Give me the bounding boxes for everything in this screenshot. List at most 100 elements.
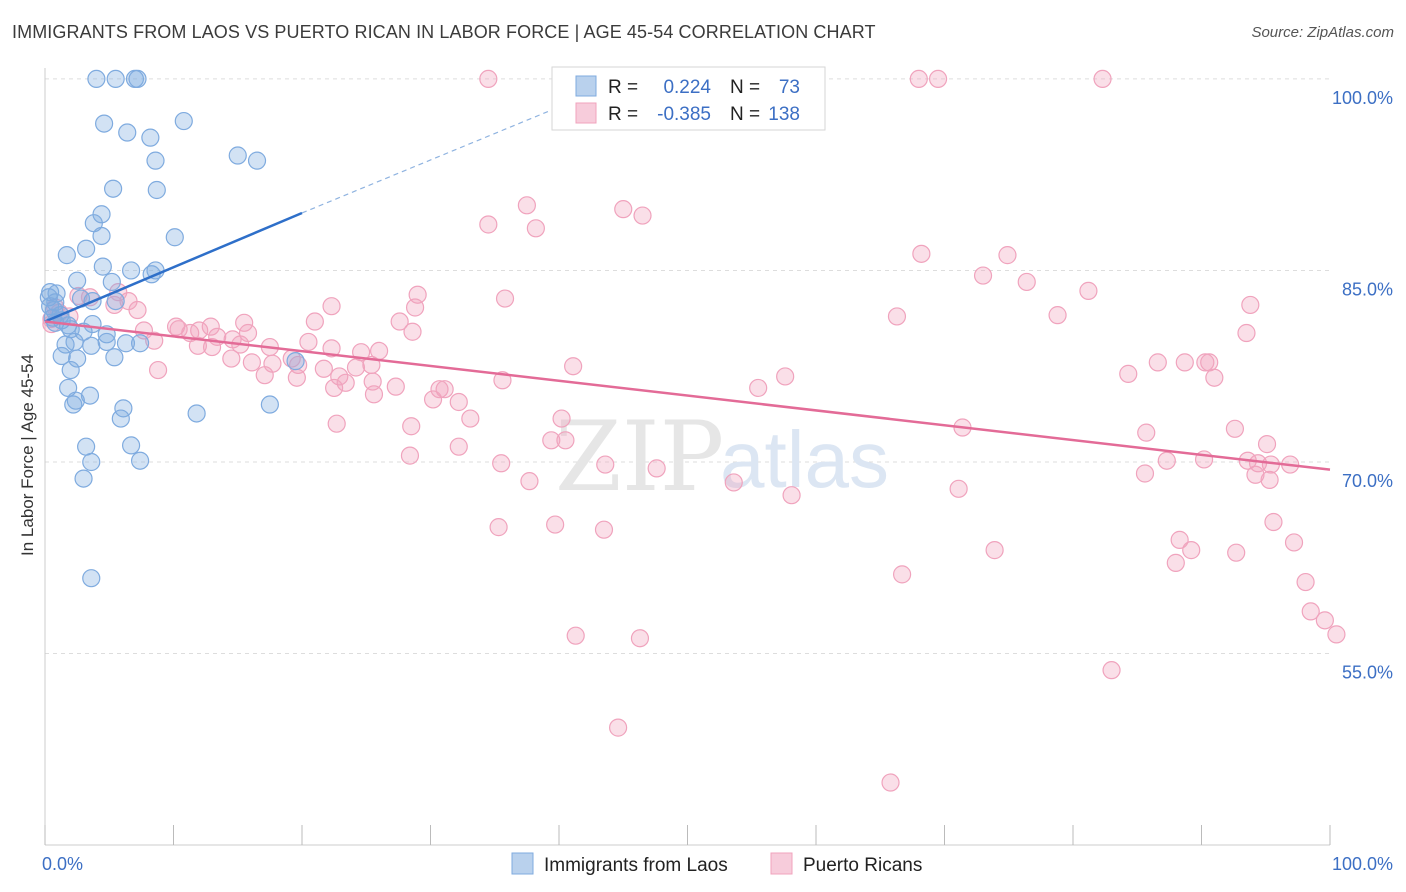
puerto-rican-point [1182, 541, 1201, 560]
laos-point [82, 336, 101, 355]
puerto-rican-point [782, 486, 801, 505]
puerto-rican-point [346, 358, 366, 377]
laos-point [61, 360, 80, 380]
puerto-rican-point [202, 337, 222, 357]
laos-point [130, 334, 150, 353]
laos-point [74, 469, 93, 488]
puerto-rican-point [461, 409, 480, 428]
laos-point [87, 69, 106, 89]
legend-r-value: 0.224 [663, 77, 711, 98]
puerto-rican-point [1257, 435, 1277, 454]
laos-point [118, 123, 137, 142]
bottom-legend-label: Puerto Ricans [803, 855, 922, 876]
laos-point [116, 334, 136, 353]
laos-point [97, 332, 116, 352]
bottom-legend: Immigrants from Laos Puerto Ricans [511, 852, 922, 876]
puerto-rican-point [1200, 353, 1219, 372]
puerto-rican-point [336, 373, 355, 392]
puerto-rican-point [526, 219, 545, 238]
puerto-rican-point [322, 339, 341, 358]
puerto-rican-point [188, 336, 208, 355]
puerto-rican-point [647, 459, 666, 478]
puerto-rican-point [435, 380, 454, 399]
puerto-rican-point [402, 417, 421, 436]
puerto-rican-point [322, 297, 341, 316]
puerto-rican-point [517, 196, 536, 215]
puerto-rican-point [1093, 69, 1112, 89]
laos-point [121, 436, 141, 455]
laos-point [77, 437, 96, 456]
puerto-rican-point [242, 353, 261, 372]
puerto-rican-point [724, 473, 743, 492]
puerto-rican-point [1102, 661, 1121, 680]
puerto-rican-point [403, 322, 422, 341]
puerto-rican-point [630, 629, 650, 648]
puerto-rican-point [1260, 470, 1279, 489]
puerto-rican-trend-line [44, 320, 1331, 471]
puerto-rican-point [1048, 306, 1067, 325]
legend-r-label: R = [608, 104, 638, 125]
puerto-rican-point [386, 377, 405, 396]
puerto-rican-point [1246, 465, 1265, 484]
puerto-rican-point [973, 266, 993, 285]
puerto-rican-point [1135, 464, 1155, 483]
puerto-rican-point [1157, 451, 1176, 470]
y-tick-label: 55.0% [1342, 663, 1393, 683]
x-tick-label: 100.0% [1332, 854, 1393, 874]
watermark-zip: ZIP [555, 401, 724, 513]
bottom-legend-swatch [770, 852, 793, 875]
series-laos [39, 69, 305, 588]
laos-trend-extension [301, 106, 560, 214]
puerto-rican-point [405, 298, 425, 317]
puerto-rican-point [520, 472, 539, 491]
laos-point [68, 271, 87, 290]
puerto-rican-point [609, 718, 628, 737]
puerto-rican-point [145, 331, 164, 350]
puerto-rican-point [1241, 295, 1260, 315]
puerto-rican-point [594, 520, 614, 539]
legend-r-label: R = [608, 77, 638, 98]
y-tick-label: 85.0% [1342, 279, 1393, 299]
puerto-rican-point [1296, 572, 1315, 592]
puerto-rican-point [614, 200, 633, 219]
puerto-rican-point [1017, 272, 1036, 292]
laos-point [111, 409, 130, 428]
puerto-rican-point [1175, 353, 1194, 372]
puerto-rican-point [909, 69, 928, 89]
legend-box [551, 66, 826, 131]
puerto-rican-point [949, 479, 968, 498]
laos-point [247, 151, 267, 170]
puerto-rican-point [633, 206, 652, 225]
puerto-rican-point [489, 518, 508, 537]
puerto-rican-point [1264, 512, 1283, 532]
laos-point [286, 352, 305, 371]
legend-n-value: 73 [779, 77, 800, 98]
laos-point [80, 386, 100, 405]
laos-point [93, 257, 112, 276]
laos-point [102, 272, 121, 292]
puerto-rican-point [556, 431, 575, 450]
puerto-rican-point [479, 215, 498, 234]
puerto-rican-point [128, 300, 147, 320]
puerto-rican-point [235, 313, 254, 332]
puerto-rican-point [492, 454, 511, 473]
puerto-rican-point [479, 69, 498, 89]
puerto-rican-point [400, 446, 420, 465]
laos-point [104, 179, 123, 198]
puerto-rican-point [327, 414, 346, 433]
puerto-rican-point [1079, 281, 1098, 300]
laos-point [228, 146, 247, 165]
laos-point [174, 111, 193, 131]
laos-point [106, 69, 125, 89]
puerto-rican-point [566, 626, 585, 645]
puerto-rican-point [892, 565, 912, 584]
legend-swatch [575, 75, 597, 97]
puerto-rican-point [222, 349, 241, 368]
y-tick-label: 100.0% [1332, 88, 1393, 108]
puerto-rican-point [1166, 553, 1185, 572]
puerto-rican-point [1227, 543, 1246, 562]
laos-point [187, 404, 206, 423]
puerto-rican-point [1237, 323, 1256, 343]
laos-point [121, 261, 141, 280]
puerto-rican-point [495, 289, 515, 308]
